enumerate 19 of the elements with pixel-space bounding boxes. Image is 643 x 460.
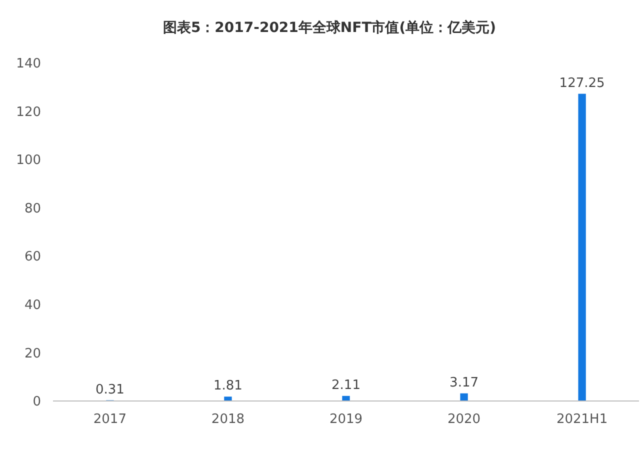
- data-label: 2.11: [332, 378, 360, 393]
- x-tick-label: 2018: [211, 412, 245, 427]
- y-tick-label: 60: [24, 250, 41, 265]
- y-tick-label: 100: [16, 153, 41, 168]
- y-tick-label: 0: [32, 394, 41, 410]
- x-tick-label: 2019: [329, 412, 363, 427]
- x-tick-label: 2021H1: [556, 412, 608, 427]
- chart-title: 图表5：2017-2021年全球NFT市值(单位：亿美元): [162, 19, 496, 36]
- y-tick-label: 20: [24, 346, 41, 362]
- data-label: 0.31: [95, 382, 124, 398]
- data-label: 127.25: [559, 76, 605, 91]
- y-tick-label: 120: [16, 104, 41, 120]
- y-tick-label: 40: [24, 298, 41, 313]
- y-tick-label: 140: [16, 56, 41, 72]
- data-label: 1.81: [213, 378, 242, 394]
- y-tick-label: 80: [24, 201, 41, 216]
- data-label: 3.17: [450, 375, 479, 390]
- x-tick-label: 2020: [447, 412, 481, 427]
- x-tick-label: 2017: [93, 412, 126, 427]
